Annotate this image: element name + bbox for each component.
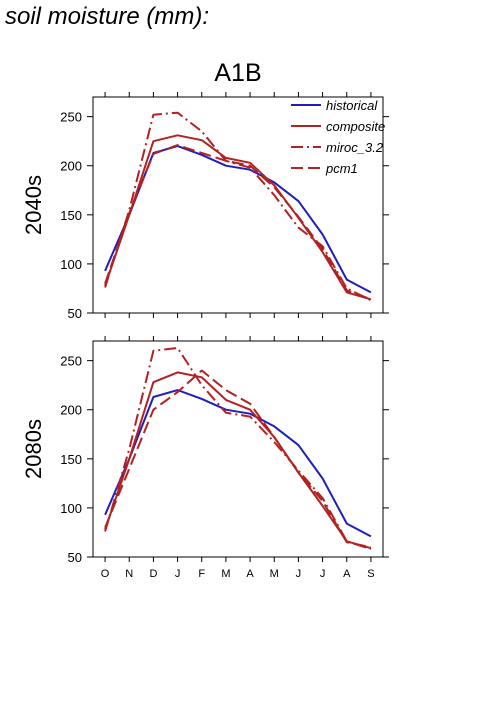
y-tick-label: 200 [60, 159, 82, 174]
x-tick-label: F [198, 568, 205, 580]
x-tick-label: S [367, 568, 374, 580]
legend-label-composite: composite [326, 119, 385, 134]
plot-frame [92, 340, 384, 558]
series-line-composite [104, 134, 372, 301]
y-tick-label: 100 [60, 257, 82, 272]
x-tick-label: A [343, 568, 351, 580]
x-tick-label: M [221, 568, 230, 580]
y-tick-label: 50 [68, 550, 82, 565]
y-tick-label: 100 [60, 501, 82, 516]
x-tick-label: M [270, 568, 279, 580]
series-line-pcm1 [104, 144, 372, 301]
x-tick-label: J [320, 568, 326, 580]
page-title: soil moisture (mm): [5, 3, 210, 30]
x-tick-label: J [296, 568, 302, 580]
y-tick-label: 250 [60, 354, 82, 369]
row-label-2040s: 2040s [21, 175, 46, 235]
series-line-composite [104, 371, 372, 550]
legend-label-miroc_3.2: miroc_3.2 [326, 140, 384, 155]
y-tick-label: 200 [60, 403, 82, 418]
x-tick-label: D [149, 568, 157, 580]
series-line-miroc_3.2 [104, 346, 372, 551]
plot-frame [92, 96, 384, 314]
scenario-title: A1B [214, 59, 261, 87]
x-tick-label: J [175, 568, 181, 580]
series-line-pcm1 [104, 369, 372, 549]
y-tick-label: 150 [60, 452, 82, 467]
x-tick-label: O [101, 568, 110, 580]
x-tick-label: N [125, 568, 133, 580]
x-tick-label: A [246, 568, 254, 580]
legend-label-historical: historical [326, 98, 378, 113]
series-line-miroc_3.2 [104, 111, 372, 302]
y-tick-label: 250 [60, 110, 82, 125]
chart-panel-2080s: 50 100 150 200 250 O N D J F M A M J J A S 2080s [21, 336, 389, 580]
y-tick-label: 50 [68, 306, 82, 321]
legend-label-pcm1: pcm1 [325, 161, 358, 176]
y-tick-label: 150 [60, 208, 82, 223]
row-label-2080s: 2080s [21, 419, 46, 479]
series-line-historical [104, 389, 372, 538]
chart-panel-2040s: 50 100 150 200 250 2040s A1B historical composit… [21, 59, 389, 321]
